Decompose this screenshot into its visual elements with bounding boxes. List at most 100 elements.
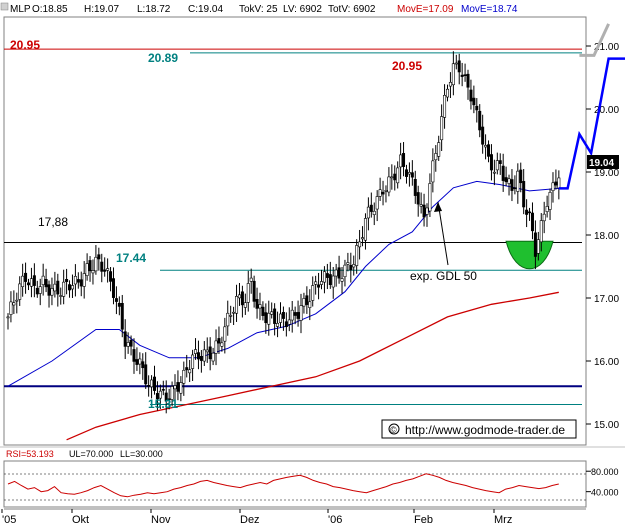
candle-body	[507, 178, 511, 184]
candle-body	[545, 206, 549, 212]
x-tick-label: '05	[2, 514, 16, 526]
candle-body	[32, 275, 36, 286]
candle-body	[308, 301, 312, 308]
candle-body	[533, 232, 537, 257]
header-tokv: TokV: 25	[239, 4, 278, 15]
x-tick-label: '06	[328, 514, 342, 526]
price-tick-label: 15.00	[594, 420, 619, 431]
candle-body	[378, 189, 382, 197]
candle-body	[443, 95, 447, 118]
header-high: H:19.07	[84, 4, 119, 15]
label-17-44: 17.44	[116, 251, 146, 265]
candle-body	[358, 241, 362, 248]
price-tick-label: 19.00	[594, 168, 619, 179]
candle-body	[240, 291, 244, 306]
candle-body	[205, 349, 209, 353]
label-20-89: 20.89	[148, 51, 178, 65]
ema-slow-line	[66, 291, 559, 441]
candle-body	[147, 384, 151, 387]
candle-body	[290, 309, 294, 321]
ema-slow-group	[66, 291, 559, 441]
candle-body	[65, 279, 69, 282]
label-exp-gdl-50: exp. GDL 50	[410, 269, 477, 283]
rsi-pane-frame	[3, 460, 587, 508]
candle-body	[369, 204, 373, 212]
candle-body	[349, 265, 353, 271]
candles	[6, 51, 561, 414]
candle-body	[536, 239, 540, 254]
header-move-red: MovE=17.09	[397, 4, 454, 15]
candle-body	[27, 282, 31, 286]
candle-body	[29, 278, 33, 287]
candle-body	[249, 277, 253, 282]
candle-body	[170, 386, 174, 400]
source-url[interactable]: http://www.godmode-trader.de	[405, 423, 565, 437]
candle-body	[343, 264, 347, 278]
price-tick-label: 17.00	[594, 294, 619, 305]
header-symbol: MLP	[10, 4, 31, 15]
menu-icon[interactable]	[0, 2, 9, 11]
candle-body	[24, 272, 28, 282]
candle-body	[226, 312, 230, 327]
header-open: O:18.85	[32, 4, 68, 15]
svg-text:RSI=53.193 UL=70.000 L: RSI=53.193 UL=70.000 LL=30.000	[6, 449, 163, 459]
candle-body	[106, 268, 110, 271]
candle-body	[451, 63, 455, 86]
candle-body	[158, 390, 162, 399]
price-tick-label: 18.00	[594, 231, 619, 242]
label-resistance: 17,88	[38, 215, 68, 229]
candle-body	[220, 342, 224, 347]
candle-body	[278, 313, 282, 323]
copyright-symbol: ©	[390, 425, 397, 435]
candle-body	[91, 270, 95, 274]
candle-body	[334, 269, 338, 277]
candle-body	[314, 281, 318, 285]
candle-body	[466, 73, 470, 88]
candle-body	[9, 301, 13, 315]
candle-body	[70, 285, 74, 290]
candle-body	[419, 204, 423, 207]
candle-body	[35, 287, 39, 295]
candle-body	[62, 281, 66, 297]
candle-body	[528, 211, 532, 214]
candle-body	[258, 304, 262, 309]
candle-body	[328, 274, 332, 285]
candle-body	[199, 356, 203, 361]
candle-body	[346, 262, 350, 265]
candle-body	[475, 105, 479, 111]
candle-body	[97, 254, 101, 260]
candle-body	[302, 298, 306, 307]
candle-body	[463, 74, 467, 76]
candle-body	[68, 284, 72, 291]
candle-body	[41, 275, 45, 285]
candle-body	[487, 144, 491, 157]
candle-body	[296, 312, 300, 319]
candle-body	[103, 269, 107, 272]
candle-body	[191, 354, 195, 369]
candle-body	[404, 169, 408, 177]
projection-group	[558, 23, 625, 190]
candle-body	[59, 295, 63, 297]
candle-body	[554, 181, 558, 186]
x-axis: '05 Okt Nov Dez '06 Feb Mrz	[1, 509, 512, 526]
candle-body	[311, 285, 315, 301]
candle-body	[100, 261, 104, 272]
candle-body	[381, 191, 385, 195]
candle-body	[18, 283, 22, 300]
header-bar	[0, 0, 625, 16]
candle-body	[88, 260, 92, 272]
candle-body	[513, 187, 517, 190]
candle-body	[363, 218, 367, 241]
candle-body	[243, 302, 247, 308]
svg-text:MLP O:18.85 H:19.07: MLP O:18.85 H:19.07 L:18.72 C:19.04 TokV…	[10, 4, 376, 15]
candle-body	[270, 311, 274, 315]
x-tick-label: Dez	[240, 514, 260, 526]
candle-body	[161, 389, 165, 391]
x-tick-label: Okt	[72, 514, 89, 526]
candle-body	[366, 206, 370, 219]
candle-body	[179, 382, 183, 394]
candle-body	[320, 281, 324, 285]
candle-body	[211, 352, 215, 362]
candle-body	[498, 160, 502, 164]
